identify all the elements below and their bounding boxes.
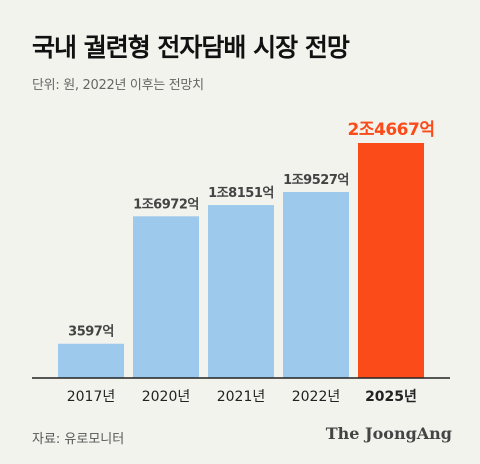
value-label: 2조4667억: [348, 120, 435, 140]
brand-logo: The JoongAng: [325, 424, 452, 443]
value-label: 1조9527억: [283, 173, 349, 188]
bar-2025년: [358, 143, 424, 378]
bar-2021년: [208, 205, 274, 378]
bar-2017년: [58, 343, 124, 378]
bar-2022년: [283, 191, 349, 378]
unit-note: 단위: 원, 2022년 이후는 전망치: [32, 78, 204, 93]
category-label: 2025년: [365, 389, 417, 405]
source-note: 자료: 유로모니터: [32, 432, 125, 447]
chart-title: 국내 궐련형 전자담배 시장 전망: [32, 33, 350, 62]
value-label: 1조6972억: [133, 197, 199, 212]
category-label: 2021년: [217, 389, 266, 405]
value-label: 3597억: [68, 325, 114, 340]
category-label: 2020년: [142, 389, 191, 405]
bar-2020년: [133, 216, 199, 378]
category-label: 2017년: [67, 389, 116, 405]
value-label: 1조8151억: [208, 186, 274, 201]
category-label: 2022년: [292, 389, 341, 405]
